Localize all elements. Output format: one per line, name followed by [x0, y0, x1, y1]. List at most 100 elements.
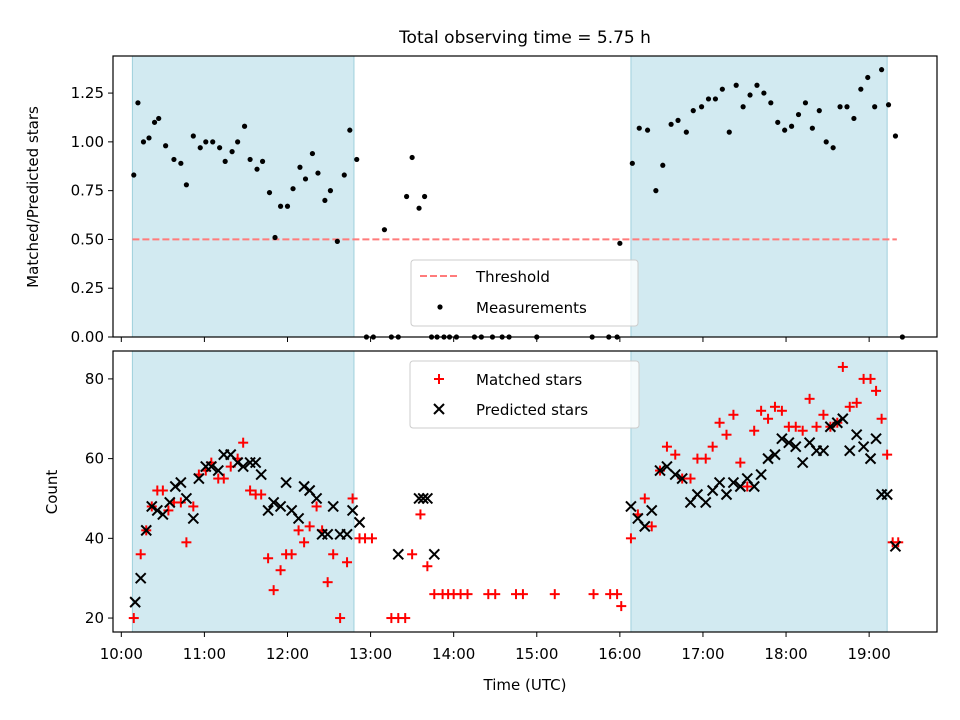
matched-point	[612, 589, 623, 600]
predicted-point	[639, 520, 651, 533]
measurement-point	[617, 240, 623, 246]
predicted-point	[205, 460, 218, 473]
measurement-point	[327, 188, 334, 194]
matched-point	[263, 553, 274, 564]
x-tick-label: 17:00	[681, 645, 724, 663]
predicted-point	[850, 428, 863, 441]
measurement-point	[163, 143, 169, 149]
predicted-point	[837, 413, 849, 425]
ratio-panel-frame	[112, 55, 938, 338]
predicted-point	[157, 508, 169, 521]
measurement-point	[183, 182, 189, 188]
measurement-point	[403, 193, 410, 200]
matched-point	[181, 537, 192, 548]
matched-point	[588, 589, 599, 600]
matched-point	[876, 413, 887, 424]
measurement-point	[761, 90, 767, 96]
measurement-point	[131, 172, 137, 178]
predicted-point	[713, 476, 726, 489]
measurement-point	[719, 86, 725, 92]
legend-threshold-label: Threshold	[475, 268, 550, 286]
x-tick-label: 18:00	[764, 645, 807, 663]
matched-point	[549, 589, 560, 600]
predicted-point	[267, 496, 280, 509]
measurement-point	[653, 188, 659, 194]
measurement-point	[782, 127, 788, 133]
predicted-point	[428, 548, 440, 560]
predicted-point	[881, 488, 893, 501]
predicted-point	[164, 496, 176, 509]
measurement-point	[660, 162, 666, 168]
x-tick-label: 11:00	[183, 645, 226, 663]
legend-measurement-label: Measurements	[476, 299, 587, 317]
measurement-point	[795, 111, 802, 118]
matched-point	[811, 421, 822, 432]
predicted-point	[824, 421, 837, 433]
count-panel-frame	[112, 350, 938, 633]
matched-point	[714, 417, 725, 428]
matched-point	[871, 385, 882, 396]
predicted-point	[413, 492, 425, 505]
measurement-point	[683, 129, 689, 135]
predicted-point	[646, 504, 658, 517]
matched-point	[275, 565, 286, 576]
x-ticks	[120, 337, 870, 342]
matched-point	[685, 473, 696, 484]
measurement-point	[341, 172, 347, 178]
measurement-point	[290, 186, 296, 192]
measurement-point	[354, 156, 360, 163]
measurement-point	[347, 127, 353, 133]
measurement-point	[178, 160, 184, 166]
predicted-point	[762, 452, 774, 465]
measurement-point	[284, 203, 291, 209]
predicted-point	[180, 492, 193, 505]
measurement-point	[754, 82, 760, 88]
matched-point	[304, 521, 315, 532]
matched-point	[347, 493, 358, 504]
predicted-point	[796, 456, 809, 469]
predicted-point	[889, 540, 902, 553]
legend-matched-swatch	[434, 374, 444, 384]
measurement-point	[865, 74, 871, 81]
predicted-point	[193, 472, 205, 485]
matched-point	[756, 405, 767, 416]
measurement-point	[644, 127, 651, 133]
matched-point	[844, 401, 855, 412]
measurement-point	[747, 92, 753, 98]
matched-point	[238, 437, 249, 448]
measurement-point	[259, 158, 266, 164]
measurement-point	[146, 135, 152, 141]
predicted-point	[310, 492, 323, 505]
measurement-point	[210, 139, 216, 145]
measurement-point	[156, 115, 162, 122]
predicted-points	[129, 413, 902, 608]
measurement-point	[726, 129, 732, 135]
measurement-point	[217, 145, 223, 151]
measurement-point	[140, 139, 147, 145]
matched-point	[661, 441, 672, 452]
matched-point	[851, 397, 862, 408]
matched-point	[865, 373, 876, 384]
predicted-point	[864, 452, 877, 465]
matched-point	[670, 449, 681, 460]
y-axis-label: Matched/Predicted stars	[24, 106, 42, 288]
predicted-point	[346, 504, 359, 517]
measurement-point	[698, 104, 705, 110]
predicted-point	[421, 492, 434, 505]
predicted-point	[175, 476, 187, 489]
y-tick-label: 0.50	[71, 230, 104, 248]
matched-point	[517, 589, 528, 600]
matched-point	[256, 489, 267, 500]
legend-box	[410, 259, 639, 327]
matched-point	[157, 485, 168, 496]
measurement-point	[235, 139, 241, 145]
legend-box	[409, 360, 640, 429]
legend-measurement-swatch	[437, 304, 443, 310]
y-tick-label: 0.75	[71, 182, 104, 200]
measurement-point	[190, 133, 196, 139]
predicted-point	[669, 468, 681, 481]
matched-point	[400, 613, 411, 624]
shaded-intervals	[131, 55, 888, 338]
measurement-point	[740, 104, 746, 110]
matched-point	[286, 549, 297, 560]
